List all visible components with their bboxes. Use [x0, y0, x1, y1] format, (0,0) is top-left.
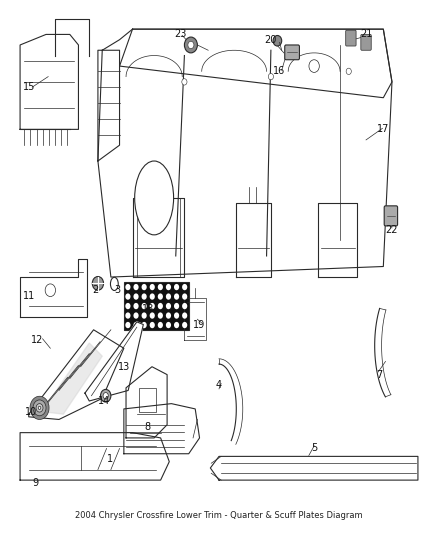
- Circle shape: [134, 322, 138, 328]
- Circle shape: [184, 37, 198, 53]
- Circle shape: [92, 277, 103, 290]
- Circle shape: [150, 312, 155, 319]
- Polygon shape: [20, 433, 169, 480]
- Bar: [124, 282, 189, 330]
- Circle shape: [166, 293, 171, 300]
- Circle shape: [268, 74, 273, 80]
- Polygon shape: [124, 403, 200, 454]
- Circle shape: [182, 293, 187, 300]
- Circle shape: [158, 322, 163, 328]
- Circle shape: [166, 303, 171, 309]
- Circle shape: [158, 284, 163, 290]
- Circle shape: [141, 303, 147, 309]
- Polygon shape: [210, 456, 418, 480]
- Circle shape: [174, 293, 179, 300]
- Circle shape: [166, 322, 171, 328]
- Circle shape: [174, 284, 179, 290]
- Text: 5: 5: [311, 443, 317, 454]
- Circle shape: [174, 322, 179, 328]
- Circle shape: [182, 322, 187, 328]
- Text: 21: 21: [360, 29, 372, 39]
- Circle shape: [125, 293, 131, 300]
- Circle shape: [182, 312, 187, 319]
- Text: 18: 18: [141, 304, 154, 314]
- Circle shape: [346, 68, 351, 75]
- Circle shape: [36, 403, 43, 412]
- Circle shape: [150, 293, 155, 300]
- Text: 15: 15: [22, 82, 35, 92]
- Circle shape: [134, 284, 138, 290]
- Circle shape: [134, 293, 138, 300]
- Circle shape: [141, 312, 147, 319]
- Circle shape: [125, 312, 131, 319]
- Text: 2: 2: [92, 285, 99, 295]
- Circle shape: [158, 312, 163, 319]
- Text: 11: 11: [23, 290, 35, 301]
- Text: 4: 4: [216, 380, 222, 390]
- Text: 19: 19: [194, 319, 206, 329]
- Text: 1: 1: [107, 454, 113, 464]
- Circle shape: [150, 322, 155, 328]
- Circle shape: [182, 284, 187, 290]
- Circle shape: [166, 284, 171, 290]
- Circle shape: [125, 322, 131, 328]
- Text: 14: 14: [98, 396, 110, 406]
- Text: 8: 8: [145, 422, 151, 432]
- Circle shape: [33, 400, 46, 416]
- Circle shape: [150, 303, 155, 309]
- FancyBboxPatch shape: [384, 206, 398, 226]
- Bar: [139, 388, 156, 411]
- FancyBboxPatch shape: [346, 30, 356, 46]
- Text: 22: 22: [386, 224, 398, 235]
- Circle shape: [158, 303, 163, 309]
- Circle shape: [309, 60, 319, 72]
- Circle shape: [182, 303, 187, 309]
- Circle shape: [188, 41, 194, 49]
- Ellipse shape: [134, 161, 173, 235]
- Polygon shape: [42, 343, 102, 414]
- Circle shape: [134, 312, 138, 319]
- Polygon shape: [20, 259, 87, 317]
- Text: 7: 7: [376, 369, 382, 379]
- Circle shape: [38, 406, 41, 409]
- Circle shape: [182, 79, 187, 85]
- Circle shape: [141, 322, 147, 328]
- Polygon shape: [29, 330, 124, 419]
- Polygon shape: [98, 29, 392, 277]
- Polygon shape: [126, 367, 167, 438]
- Circle shape: [30, 396, 49, 419]
- Polygon shape: [20, 35, 78, 130]
- Circle shape: [174, 312, 179, 319]
- Circle shape: [174, 303, 179, 309]
- Circle shape: [150, 284, 155, 290]
- Text: 20: 20: [265, 35, 277, 45]
- Circle shape: [45, 284, 56, 296]
- Polygon shape: [85, 322, 143, 401]
- Circle shape: [125, 303, 131, 309]
- FancyBboxPatch shape: [361, 35, 371, 50]
- Text: 12: 12: [31, 335, 43, 345]
- Circle shape: [125, 284, 131, 290]
- Circle shape: [141, 293, 147, 300]
- Circle shape: [141, 284, 147, 290]
- Circle shape: [158, 293, 163, 300]
- Text: 10: 10: [25, 407, 37, 417]
- Text: 13: 13: [118, 362, 130, 372]
- FancyBboxPatch shape: [285, 45, 300, 60]
- Text: 2004 Chrysler Crossfire Lower Trim - Quarter & Scuff Plates Diagram: 2004 Chrysler Crossfire Lower Trim - Qua…: [75, 511, 363, 520]
- Text: 3: 3: [114, 285, 120, 295]
- Circle shape: [134, 303, 138, 309]
- Text: 17: 17: [377, 124, 389, 134]
- Circle shape: [273, 36, 282, 46]
- Circle shape: [166, 312, 171, 319]
- Text: 23: 23: [174, 29, 186, 39]
- Circle shape: [103, 393, 108, 399]
- Ellipse shape: [110, 277, 118, 290]
- Text: 9: 9: [32, 478, 38, 488]
- Circle shape: [100, 390, 111, 402]
- Text: 16: 16: [273, 66, 286, 76]
